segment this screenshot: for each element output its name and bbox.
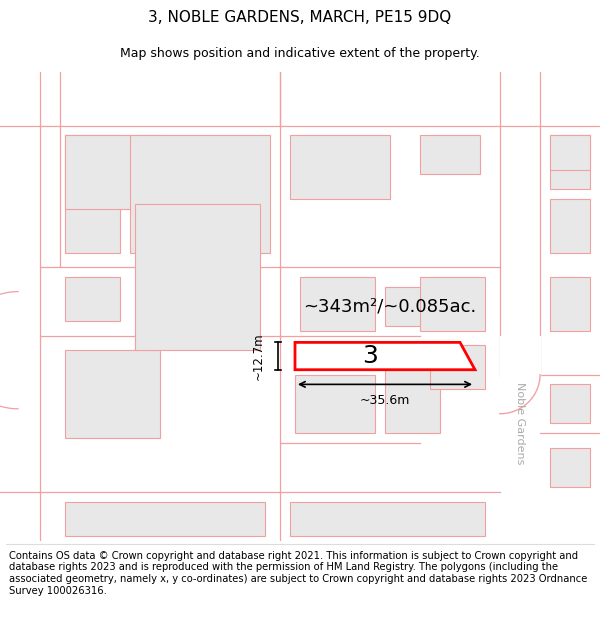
- Bar: [135, 204, 260, 350]
- Bar: [550, 136, 590, 189]
- Polygon shape: [500, 374, 540, 414]
- Bar: [290, 501, 485, 536]
- Bar: [550, 277, 590, 331]
- Bar: [420, 277, 485, 331]
- Text: ~35.6m: ~35.6m: [360, 394, 410, 406]
- Bar: [130, 136, 270, 252]
- Text: Map shows position and indicative extent of the property.: Map shows position and indicative extent…: [120, 48, 480, 61]
- Text: Contains OS data © Crown copyright and database right 2021. This information is : Contains OS data © Crown copyright and d…: [9, 551, 587, 596]
- Bar: [550, 136, 590, 169]
- Bar: [550, 448, 590, 487]
- Bar: [550, 199, 590, 252]
- Bar: [65, 136, 165, 209]
- Polygon shape: [500, 336, 540, 374]
- Bar: [65, 501, 265, 536]
- Text: ~343m²/~0.085ac.: ~343m²/~0.085ac.: [304, 298, 476, 315]
- Bar: [300, 277, 375, 331]
- Bar: [65, 136, 120, 252]
- Text: Noble Gardens: Noble Gardens: [515, 382, 525, 464]
- Text: 3: 3: [362, 344, 378, 368]
- Bar: [385, 287, 440, 326]
- Bar: [550, 384, 590, 424]
- Bar: [290, 136, 390, 199]
- Bar: [420, 136, 480, 174]
- Text: 3, NOBLE GARDENS, MARCH, PE15 9DQ: 3, NOBLE GARDENS, MARCH, PE15 9DQ: [148, 11, 452, 26]
- Polygon shape: [295, 342, 475, 370]
- Bar: [65, 277, 120, 321]
- Text: ~12.7m: ~12.7m: [251, 332, 265, 380]
- Bar: [430, 345, 485, 389]
- Bar: [385, 360, 440, 433]
- Bar: [65, 350, 160, 438]
- Bar: [295, 374, 375, 433]
